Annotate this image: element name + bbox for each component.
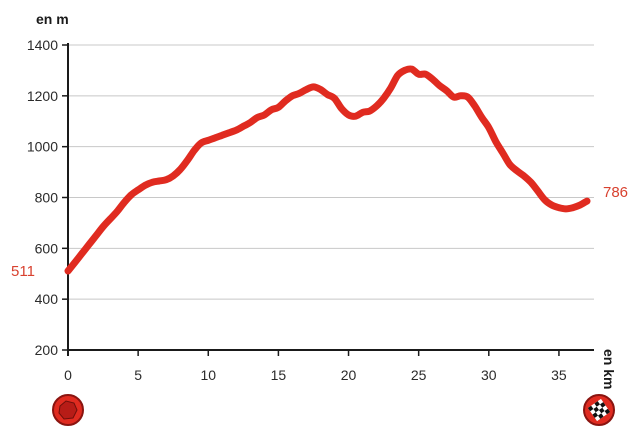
y-tick-label: 200 [35, 342, 59, 358]
y-tick-label: 600 [35, 240, 59, 256]
grid-lines [68, 44, 594, 351]
x-tick-label: 20 [341, 367, 357, 383]
end-elevation-label: 786 [603, 184, 628, 201]
x-tick-label: 5 [134, 367, 142, 383]
checkered-flag-icon [583, 394, 615, 426]
y-tick-label: 400 [35, 291, 59, 307]
y-tick-labels: 200 400 600 800 1000 1200 1400 [27, 37, 68, 358]
x-tick-label: 25 [411, 367, 427, 383]
start-elevation-label: 511 [11, 263, 35, 280]
y-tick-label: 1400 [27, 37, 58, 53]
y-tick-label: 1000 [27, 139, 58, 155]
x-tick-label: 10 [200, 367, 216, 383]
y-tick-label: 800 [35, 190, 59, 206]
x-axis-title: en km [601, 349, 617, 389]
y-axis-title: en m [36, 11, 69, 27]
x-tick-label: 0 [64, 367, 72, 383]
y-tick-label: 1200 [27, 88, 58, 104]
x-tick-labels: 0 5 10 15 20 25 30 35 [64, 350, 567, 383]
x-tick-label: 35 [551, 367, 567, 383]
x-tick-label: 30 [481, 367, 497, 383]
x-tick-label: 15 [271, 367, 287, 383]
start-marker-icon [52, 394, 84, 426]
elevation-series-line [64, 65, 591, 275]
